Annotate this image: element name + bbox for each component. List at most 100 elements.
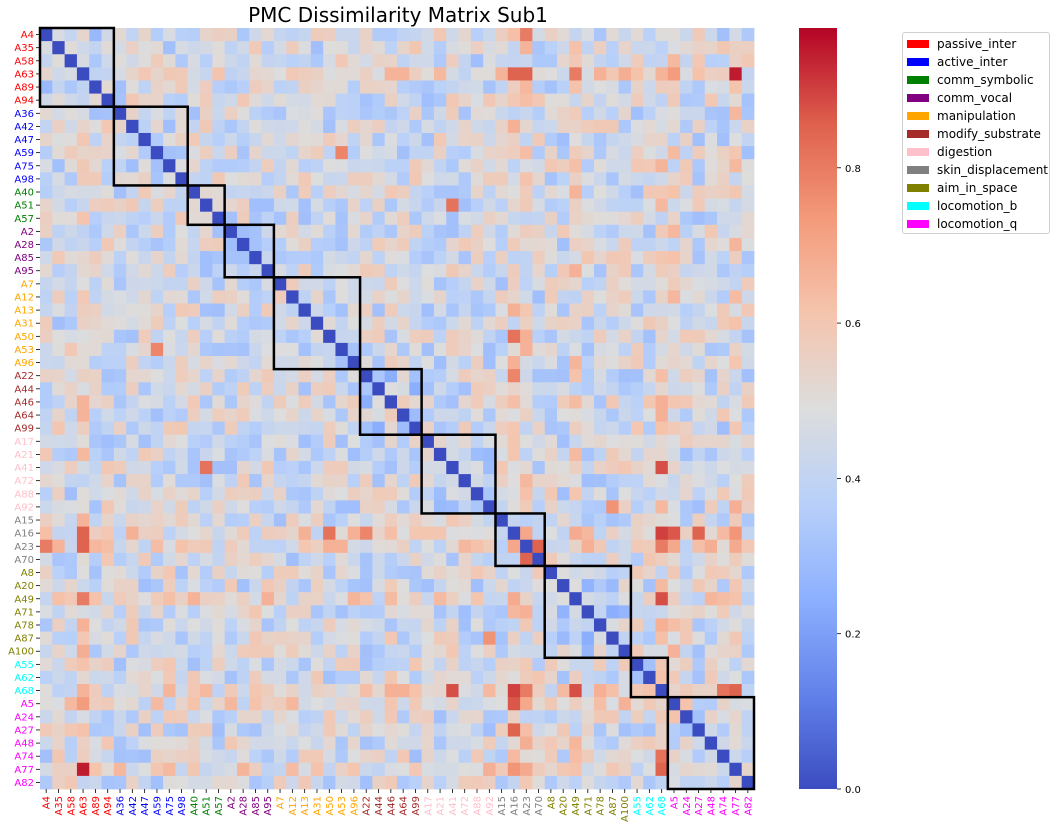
heatmap-cell — [323, 41, 336, 55]
column-label: A62 — [645, 796, 656, 816]
heatmap-cell — [273, 500, 287, 514]
heatmap-cell — [372, 41, 386, 55]
heatmap-cell — [298, 54, 312, 68]
heatmap-cell — [64, 474, 78, 488]
heatmap-cell — [286, 526, 299, 541]
heatmap-cell — [458, 579, 472, 593]
heatmap-cell — [323, 460, 336, 475]
heatmap-cell — [101, 474, 115, 488]
heatmap-cell — [667, 434, 681, 449]
heatmap-cell — [200, 723, 213, 737]
heatmap-cell — [89, 132, 102, 147]
heatmap-cell — [630, 723, 644, 737]
heatmap-cell — [286, 565, 299, 580]
heatmap-cell — [150, 618, 164, 632]
heatmap-cell — [593, 762, 607, 777]
heatmap-cell — [101, 211, 115, 226]
heatmap-cell — [347, 316, 361, 331]
heatmap-cell — [741, 513, 755, 527]
heatmap-cell — [606, 552, 619, 567]
heatmap-cell — [557, 460, 570, 475]
heatmap-cell — [40, 565, 53, 580]
heatmap-cell — [520, 565, 533, 580]
heatmap-cell — [273, 657, 287, 672]
heatmap-cell — [273, 526, 287, 541]
heatmap-cell — [520, 579, 533, 593]
heatmap-cell — [101, 329, 115, 344]
heatmap-cell — [175, 500, 189, 514]
heatmap-cell — [163, 277, 176, 291]
heatmap-cell — [507, 579, 521, 593]
heatmap-cell — [200, 552, 213, 567]
heatmap-cell — [667, 474, 681, 488]
heatmap-cell — [335, 421, 349, 436]
heatmap-cell — [138, 631, 152, 646]
heatmap-cell — [544, 198, 558, 213]
heatmap-cell — [741, 382, 755, 396]
column-label: A46 — [386, 796, 397, 816]
heatmap-cell — [643, 513, 656, 527]
heatmap-cell — [483, 775, 496, 790]
heatmap-cell — [470, 172, 484, 186]
heatmap-cell — [76, 132, 90, 147]
heatmap-cell — [692, 526, 706, 541]
heatmap-cell — [532, 251, 546, 265]
heatmap-cell — [101, 657, 115, 672]
heatmap-cell — [667, 487, 681, 501]
heatmap-cell — [175, 119, 189, 134]
heatmap-cell — [52, 775, 66, 790]
heatmap-cell — [150, 723, 164, 737]
heatmap-cell — [667, 198, 681, 213]
heatmap-cell — [224, 408, 238, 423]
heatmap-cell — [236, 631, 250, 646]
heatmap-cell — [606, 474, 619, 488]
heatmap-cell — [52, 54, 66, 68]
heatmap-cell — [606, 447, 619, 462]
heatmap-cell — [544, 775, 558, 790]
heatmap-cell — [40, 605, 53, 619]
heatmap-cell — [138, 342, 152, 357]
heatmap-cell — [421, 500, 435, 514]
heatmap-cell — [532, 198, 546, 213]
heatmap-cell — [446, 579, 459, 593]
heatmap-cell — [150, 408, 164, 423]
heatmap-cell — [52, 605, 66, 619]
heatmap-cell — [704, 159, 718, 173]
heatmap-cell — [261, 723, 275, 737]
heatmap-cell — [335, 408, 349, 423]
heatmap-cell — [89, 526, 102, 541]
heatmap-cell — [741, 224, 755, 239]
heatmap-cell — [187, 382, 201, 396]
column-label: A99 — [411, 796, 422, 816]
heatmap-cell — [507, 697, 521, 711]
heatmap-cell — [249, 356, 262, 370]
heatmap-cell — [741, 329, 755, 344]
heatmap-cell — [483, 41, 496, 55]
heatmap-cell — [717, 421, 730, 436]
heatmap-cell — [680, 224, 693, 239]
heatmap-cell — [175, 251, 189, 265]
heatmap-cell — [569, 369, 583, 383]
heatmap-cell — [606, 749, 619, 764]
heatmap-cell — [323, 684, 336, 698]
heatmap-cell — [717, 198, 730, 213]
heatmap-cell — [372, 185, 386, 199]
heatmap-cell — [643, 723, 656, 737]
heatmap-cell — [126, 316, 139, 331]
heatmap-cell — [717, 172, 730, 186]
heatmap-cell — [409, 670, 423, 685]
heatmap-cell — [741, 28, 755, 42]
heatmap-cell — [606, 369, 619, 383]
heatmap-cell — [212, 408, 226, 423]
heatmap-cell — [704, 132, 718, 147]
heatmap-cell — [64, 697, 78, 711]
heatmap-cell — [249, 185, 262, 199]
group-block-outline — [629, 656, 670, 699]
heatmap-cell — [64, 277, 78, 291]
heatmap-cell — [557, 539, 570, 554]
heatmap-cell — [606, 513, 619, 527]
heatmap-cell — [372, 775, 386, 790]
heatmap-cell — [298, 579, 312, 593]
heatmap-cell — [175, 342, 189, 357]
heatmap-cell — [200, 290, 213, 304]
